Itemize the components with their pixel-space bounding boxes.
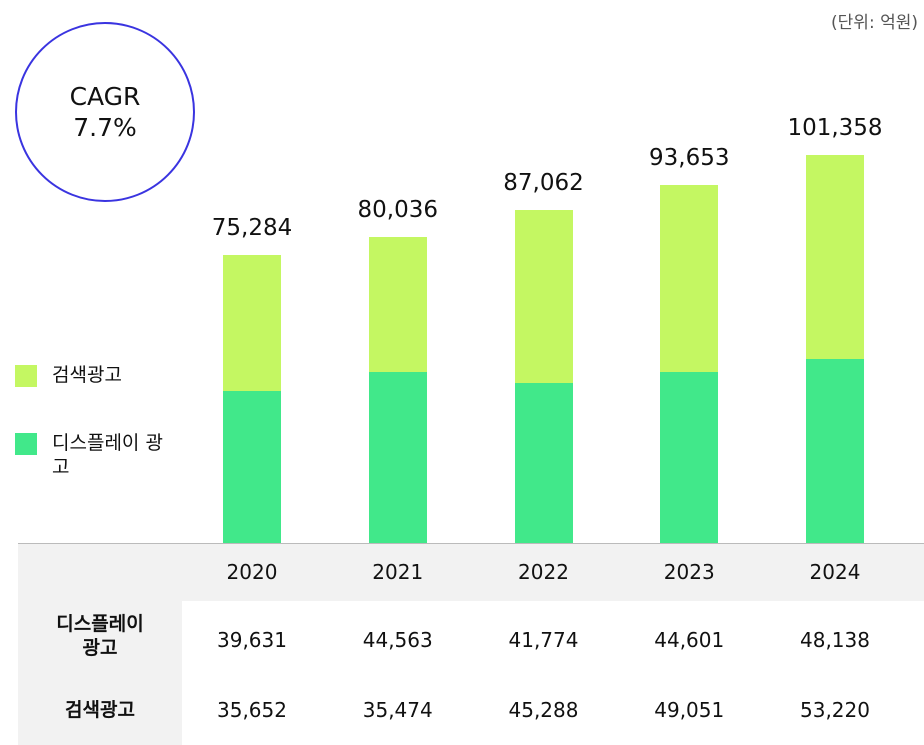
table-year: 2021 — [372, 560, 424, 584]
bar-segment — [368, 372, 427, 543]
table-cell: 39,631 — [217, 628, 287, 652]
bar-segment — [514, 209, 573, 384]
table-cell: 53,220 — [800, 698, 870, 722]
legend-label: 디스플레이 광고 — [52, 432, 163, 478]
legend-swatch — [15, 365, 37, 387]
bar-segment — [223, 391, 281, 543]
table-year: 2022 — [518, 560, 569, 584]
table-row-label: 검색광고 — [65, 699, 135, 721]
cagr-title: CAGR — [69, 82, 141, 111]
table-cell: 44,601 — [654, 628, 725, 652]
total-label: 75,284 — [211, 214, 293, 241]
table-cell: 45,288 — [508, 698, 579, 722]
bar-segment — [660, 184, 719, 373]
total-label: 80,036 — [357, 196, 438, 223]
bar-segment — [223, 254, 281, 392]
bar-segment — [514, 383, 573, 543]
table-cell: 41,774 — [508, 628, 579, 652]
table-header — [18, 543, 924, 601]
total-label: 101,358 — [787, 115, 883, 142]
legend-label: 검색광고 — [52, 364, 122, 386]
total-label: 87,062 — [503, 169, 584, 196]
bar-segment — [660, 372, 719, 543]
total-label: 93,653 — [649, 144, 730, 171]
table-label-column — [18, 600, 182, 745]
table-year: 2020 — [226, 560, 278, 584]
table-cell: 35,474 — [362, 698, 433, 722]
table-cell: 48,138 — [800, 628, 870, 652]
bar-segment — [368, 236, 427, 373]
bar-segment — [806, 358, 864, 543]
cagr-value: 7.7% — [73, 113, 137, 142]
table-cell: 35,652 — [217, 698, 287, 722]
unit-note: (단위: 억원) — [831, 13, 918, 33]
bar-segment — [806, 155, 864, 359]
table-cell: 49,051 — [654, 698, 725, 722]
table-year: 2024 — [809, 560, 861, 584]
table-year: 2023 — [663, 560, 715, 584]
table-row-label: 디스플레이 광고 — [56, 613, 144, 659]
legend-swatch — [15, 433, 37, 455]
cagr-badge: CAGR 7.7% — [15, 22, 195, 202]
table-cell: 44,563 — [362, 628, 433, 652]
